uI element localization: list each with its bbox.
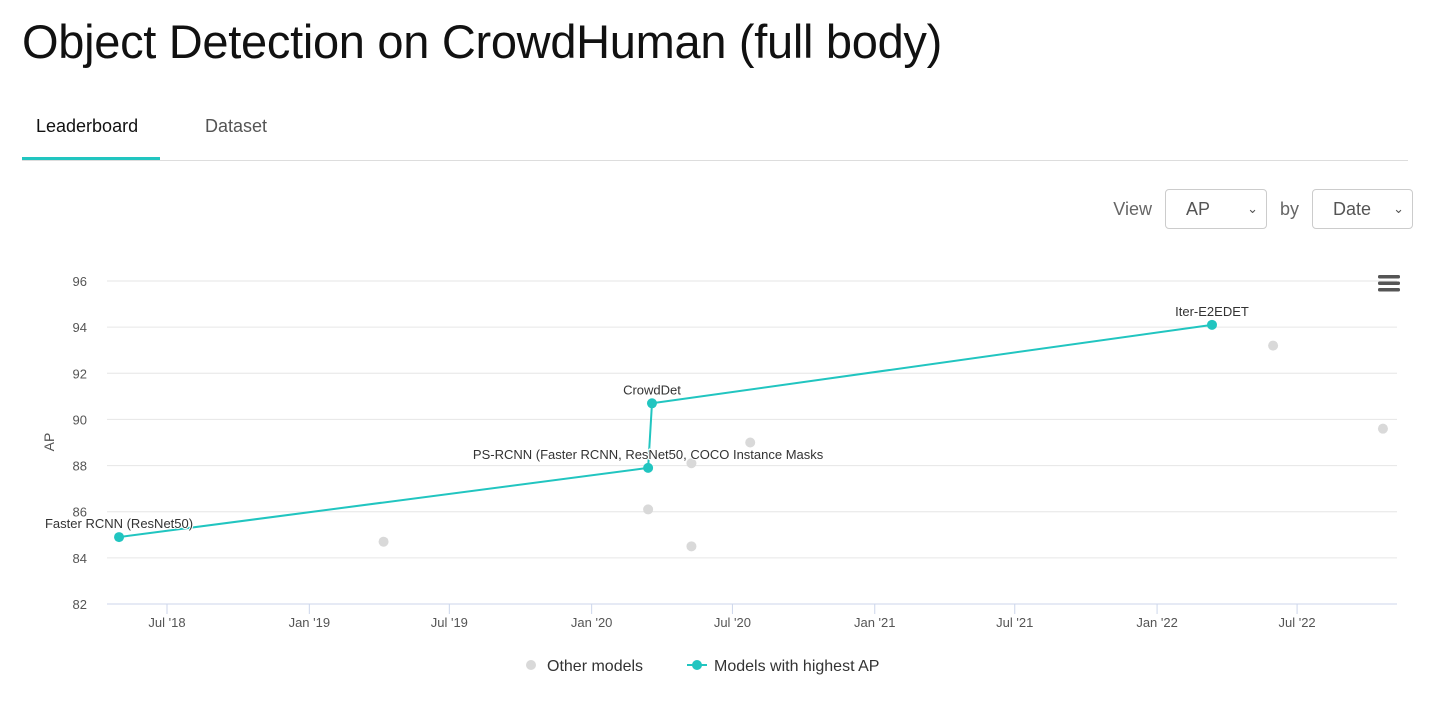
data-label: PS-RCNN (Faster RCNN, ResNet50, COCO Ins… xyxy=(473,447,824,462)
y-tick-label: 84 xyxy=(73,551,87,566)
legend-other-label[interactable]: Other models xyxy=(547,658,643,675)
data-label: Iter-E2EDET xyxy=(1175,304,1249,319)
x-tick-label: Jan '22 xyxy=(1136,615,1178,630)
y-tick-label: 96 xyxy=(73,274,87,289)
y-tick-label: 88 xyxy=(73,459,87,474)
best-model-point[interactable] xyxy=(114,532,125,543)
x-tick-label: Jan '20 xyxy=(571,615,613,630)
other-model-point[interactable] xyxy=(686,458,697,469)
best-model-point[interactable] xyxy=(643,462,654,473)
data-label: CrowdDet xyxy=(623,382,681,397)
y-tick-label: 92 xyxy=(73,366,87,381)
data-label: Faster RCNN (ResNet50) xyxy=(45,516,193,531)
chevron-down-icon: ⌄ xyxy=(1247,201,1258,216)
y-tick-label: 82 xyxy=(73,597,87,612)
other-model-point[interactable] xyxy=(1268,340,1279,351)
y-tick-label: 86 xyxy=(73,505,87,520)
other-model-point[interactable] xyxy=(378,536,389,547)
chart-controls: View AP ⌄ by Date ⌄ xyxy=(1113,189,1413,229)
x-tick-label: Jan '19 xyxy=(289,615,331,630)
tab-bar: Leaderboard Dataset xyxy=(22,100,1408,161)
best-model-point[interactable] xyxy=(1206,319,1217,330)
legend-best-label[interactable]: Models with highest AP xyxy=(714,658,879,675)
by-select[interactable]: Date ⌄ xyxy=(1312,189,1413,229)
x-tick-label: Jul '19 xyxy=(431,615,468,630)
other-model-point[interactable] xyxy=(1377,423,1388,434)
x-tick-label: Jan '21 xyxy=(854,615,896,630)
page-title: Object Detection on CrowdHuman (full bod… xyxy=(22,15,942,68)
hamburger-menu-icon[interactable] xyxy=(1378,275,1400,292)
best-model-point[interactable] xyxy=(646,398,657,409)
other-model-point[interactable] xyxy=(643,504,654,515)
best-models-line xyxy=(118,323,1213,539)
other-model-point[interactable] xyxy=(686,541,697,552)
legend-best-marker xyxy=(692,660,702,670)
active-tab-indicator xyxy=(22,157,160,160)
legend-other-marker xyxy=(526,660,536,670)
by-label: by xyxy=(1279,198,1299,219)
other-model-point[interactable] xyxy=(745,437,756,448)
chevron-down-icon: ⌄ xyxy=(1393,201,1404,216)
view-label: View xyxy=(1113,198,1152,219)
x-tick-label: Jul '18 xyxy=(148,615,185,630)
x-tick-label: Jul '22 xyxy=(1278,615,1315,630)
y-tick-label: 94 xyxy=(73,320,87,335)
x-tick-label: Jul '20 xyxy=(714,615,751,630)
y-axis-label: AP xyxy=(41,433,57,452)
y-tick-label: 90 xyxy=(73,412,87,427)
tab-leaderboard[interactable]: Leaderboard xyxy=(36,116,139,136)
view-select-value: AP xyxy=(1185,198,1210,219)
tab-dataset[interactable]: Dataset xyxy=(205,116,268,136)
view-select[interactable]: AP ⌄ xyxy=(1164,189,1267,229)
x-tick-label: Jul '21 xyxy=(996,615,1033,630)
by-select-value: Date xyxy=(1333,198,1372,219)
